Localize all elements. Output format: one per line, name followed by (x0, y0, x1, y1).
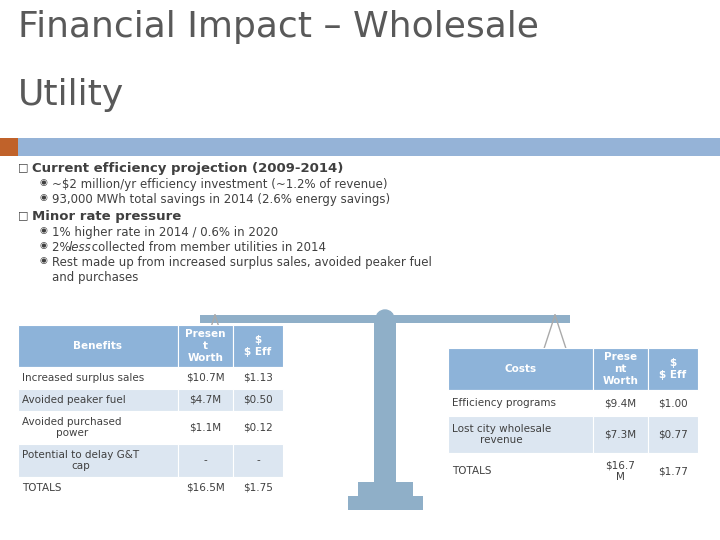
Text: 1% higher rate in 2014 / 0.6% in 2020: 1% higher rate in 2014 / 0.6% in 2020 (52, 226, 278, 239)
Text: Costs: Costs (505, 364, 536, 374)
Text: $
$ Eff: $ $ Eff (660, 358, 687, 380)
Bar (18, 477, 178, 499)
Text: 93,000 MWh total savings in 2014 (2.6% energy savings): 93,000 MWh total savings in 2014 (2.6% e… (52, 193, 390, 206)
Text: $1.13: $1.13 (243, 373, 273, 383)
Bar (648, 416, 698, 453)
Text: $1.00: $1.00 (658, 398, 688, 408)
Text: ◉: ◉ (40, 193, 48, 202)
Text: less: less (69, 241, 91, 254)
Bar (178, 389, 233, 411)
Text: -: - (204, 456, 207, 465)
Text: □: □ (18, 210, 29, 220)
Text: ◉: ◉ (40, 256, 48, 265)
Text: $4.7M: $4.7M (189, 395, 222, 405)
Bar (18, 367, 178, 389)
Text: Avoided peaker fuel: Avoided peaker fuel (22, 395, 126, 405)
Text: Utility: Utility (18, 78, 125, 112)
Text: $1.77: $1.77 (658, 467, 688, 476)
Bar (448, 390, 593, 416)
Bar (648, 348, 698, 390)
Text: $1.1M: $1.1M (189, 422, 222, 433)
Bar (233, 477, 283, 499)
Text: -: - (256, 456, 260, 465)
Bar (0, 138, 18, 156)
Bar (178, 325, 233, 367)
Bar (18, 325, 178, 367)
Text: $9.4M: $9.4M (604, 398, 636, 408)
Text: Prese
nt
Worth: Prese nt Worth (603, 353, 639, 386)
Bar (593, 348, 648, 390)
Bar (233, 411, 283, 444)
Bar (448, 348, 593, 390)
Text: 2%: 2% (52, 241, 74, 254)
Text: Increased surplus sales: Increased surplus sales (22, 373, 144, 383)
Text: Current efficiency projection (2009-2014): Current efficiency projection (2009-2014… (32, 162, 343, 175)
Text: □: □ (18, 162, 29, 172)
Bar (178, 367, 233, 389)
Bar (348, 496, 423, 510)
Text: TOTALS: TOTALS (452, 467, 492, 476)
Bar (18, 389, 178, 411)
Text: Lost city wholesale
revenue: Lost city wholesale revenue (452, 424, 552, 446)
Text: collected from member utilities in 2014: collected from member utilities in 2014 (88, 241, 326, 254)
Bar (648, 453, 698, 490)
Bar (0, 138, 720, 156)
Bar (200, 315, 570, 323)
Text: TOTALS: TOTALS (22, 483, 61, 493)
Text: Efficiency programs: Efficiency programs (452, 398, 556, 408)
Bar (233, 389, 283, 411)
Bar (358, 482, 413, 496)
Text: ◉: ◉ (40, 241, 48, 250)
Text: $7.3M: $7.3M (604, 429, 636, 440)
Circle shape (376, 310, 394, 328)
Bar (178, 444, 233, 477)
Text: $16.5M: $16.5M (186, 483, 225, 493)
Bar (648, 390, 698, 416)
Text: $16.7
M: $16.7 M (606, 461, 636, 482)
Bar (448, 453, 593, 490)
Bar (593, 390, 648, 416)
Text: Benefits: Benefits (73, 341, 122, 351)
Bar (233, 325, 283, 367)
Text: Potential to delay G&T
cap: Potential to delay G&T cap (22, 450, 139, 471)
Bar (593, 416, 648, 453)
Text: $
$ Eff: $ $ Eff (244, 335, 271, 357)
Bar (448, 416, 593, 453)
Bar (233, 444, 283, 477)
Text: $0.12: $0.12 (243, 422, 273, 433)
Bar (18, 411, 178, 444)
Bar (178, 411, 233, 444)
Bar (178, 477, 233, 499)
Text: Rest made up from increased surplus sales, avoided peaker fuel
and purchases: Rest made up from increased surplus sale… (52, 256, 432, 284)
Text: Minor rate pressure: Minor rate pressure (32, 210, 181, 223)
Text: ~$2 million/yr efficiency investment (~1.2% of revenue): ~$2 million/yr efficiency investment (~1… (52, 178, 387, 191)
Bar (233, 367, 283, 389)
Text: Presen
t
Worth: Presen t Worth (185, 329, 226, 362)
Bar (18, 444, 178, 477)
Text: $10.7M: $10.7M (186, 373, 225, 383)
Text: ◉: ◉ (40, 178, 48, 187)
Text: $0.50: $0.50 (243, 395, 273, 405)
Bar (374, 323, 396, 510)
Text: ◉: ◉ (40, 226, 48, 235)
Bar (593, 453, 648, 490)
Text: $1.75: $1.75 (243, 483, 273, 493)
Text: Financial Impact – Wholesale: Financial Impact – Wholesale (18, 10, 539, 44)
Text: $0.77: $0.77 (658, 429, 688, 440)
Text: Avoided purchased
power: Avoided purchased power (22, 417, 122, 438)
